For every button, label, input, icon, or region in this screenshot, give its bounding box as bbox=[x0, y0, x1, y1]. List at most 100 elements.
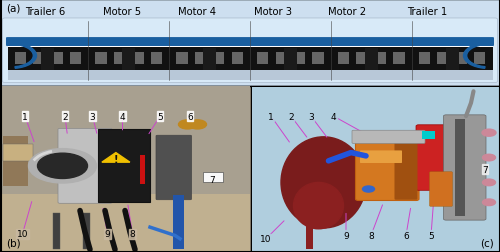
FancyBboxPatch shape bbox=[446, 48, 458, 70]
FancyBboxPatch shape bbox=[422, 132, 434, 140]
FancyBboxPatch shape bbox=[430, 172, 452, 207]
Text: 9: 9 bbox=[343, 231, 349, 240]
FancyBboxPatch shape bbox=[419, 53, 430, 65]
Text: (c): (c) bbox=[480, 237, 494, 247]
Text: 10: 10 bbox=[17, 229, 28, 238]
FancyBboxPatch shape bbox=[251, 87, 500, 252]
Text: !: ! bbox=[114, 154, 118, 165]
FancyBboxPatch shape bbox=[70, 53, 81, 65]
FancyBboxPatch shape bbox=[203, 48, 216, 70]
Circle shape bbox=[482, 199, 496, 206]
Text: Motor 5: Motor 5 bbox=[104, 7, 142, 17]
Circle shape bbox=[178, 120, 196, 130]
Text: 2: 2 bbox=[288, 112, 294, 121]
FancyBboxPatch shape bbox=[52, 213, 60, 249]
Text: Motor 4: Motor 4 bbox=[178, 7, 216, 17]
FancyBboxPatch shape bbox=[98, 130, 150, 203]
Text: 2: 2 bbox=[62, 112, 68, 121]
FancyBboxPatch shape bbox=[455, 120, 465, 216]
FancyBboxPatch shape bbox=[356, 53, 368, 65]
FancyBboxPatch shape bbox=[82, 213, 90, 249]
FancyBboxPatch shape bbox=[194, 53, 206, 65]
Text: 4: 4 bbox=[120, 112, 126, 121]
FancyBboxPatch shape bbox=[96, 53, 107, 65]
Text: Trailer 6: Trailer 6 bbox=[25, 7, 65, 17]
FancyBboxPatch shape bbox=[252, 87, 499, 251]
FancyBboxPatch shape bbox=[444, 115, 486, 220]
Text: 3: 3 bbox=[90, 112, 96, 121]
FancyBboxPatch shape bbox=[2, 145, 32, 161]
FancyBboxPatch shape bbox=[0, 0, 500, 87]
Text: 3: 3 bbox=[308, 112, 314, 121]
FancyBboxPatch shape bbox=[42, 48, 54, 70]
Text: 10: 10 bbox=[260, 234, 272, 243]
FancyBboxPatch shape bbox=[150, 53, 162, 65]
FancyBboxPatch shape bbox=[437, 53, 448, 65]
FancyBboxPatch shape bbox=[172, 195, 184, 249]
Text: Trailer 1: Trailer 1 bbox=[408, 7, 448, 17]
FancyBboxPatch shape bbox=[140, 155, 144, 184]
FancyBboxPatch shape bbox=[14, 53, 26, 65]
FancyBboxPatch shape bbox=[338, 53, 349, 65]
FancyBboxPatch shape bbox=[0, 87, 251, 252]
FancyBboxPatch shape bbox=[365, 48, 378, 70]
FancyBboxPatch shape bbox=[8, 70, 492, 81]
Text: 6: 6 bbox=[403, 231, 409, 240]
Text: 9: 9 bbox=[104, 229, 110, 238]
FancyBboxPatch shape bbox=[360, 151, 402, 163]
FancyBboxPatch shape bbox=[312, 53, 324, 65]
Polygon shape bbox=[102, 153, 130, 163]
Circle shape bbox=[482, 179, 496, 186]
Circle shape bbox=[28, 149, 96, 183]
FancyBboxPatch shape bbox=[294, 53, 306, 65]
Text: 5: 5 bbox=[428, 231, 434, 240]
FancyBboxPatch shape bbox=[8, 46, 492, 48]
FancyBboxPatch shape bbox=[394, 139, 417, 200]
FancyBboxPatch shape bbox=[306, 220, 313, 249]
FancyBboxPatch shape bbox=[284, 48, 297, 70]
Ellipse shape bbox=[314, 140, 344, 166]
FancyBboxPatch shape bbox=[276, 53, 287, 65]
FancyBboxPatch shape bbox=[352, 131, 425, 144]
FancyBboxPatch shape bbox=[213, 53, 224, 65]
Text: 7: 7 bbox=[482, 165, 488, 174]
Circle shape bbox=[362, 186, 374, 192]
Ellipse shape bbox=[281, 137, 366, 228]
FancyBboxPatch shape bbox=[1, 194, 250, 251]
FancyBboxPatch shape bbox=[132, 53, 143, 65]
Text: Motor 3: Motor 3 bbox=[254, 7, 292, 17]
Text: 1: 1 bbox=[268, 112, 274, 121]
FancyBboxPatch shape bbox=[176, 53, 188, 65]
Circle shape bbox=[482, 155, 496, 161]
Text: Motor 2: Motor 2 bbox=[328, 7, 366, 17]
Circle shape bbox=[482, 130, 496, 137]
FancyBboxPatch shape bbox=[33, 53, 44, 65]
Circle shape bbox=[38, 153, 88, 179]
FancyBboxPatch shape bbox=[232, 53, 243, 65]
Circle shape bbox=[188, 120, 206, 130]
Wedge shape bbox=[15, 44, 36, 69]
FancyBboxPatch shape bbox=[202, 173, 222, 183]
FancyBboxPatch shape bbox=[6, 38, 494, 47]
Text: (a): (a) bbox=[6, 4, 20, 14]
Text: 4: 4 bbox=[330, 112, 336, 121]
FancyBboxPatch shape bbox=[474, 53, 486, 65]
Ellipse shape bbox=[294, 183, 344, 229]
Text: 6: 6 bbox=[187, 112, 193, 121]
FancyBboxPatch shape bbox=[156, 136, 192, 200]
Wedge shape bbox=[464, 44, 485, 69]
FancyBboxPatch shape bbox=[114, 53, 125, 65]
Text: 8: 8 bbox=[368, 231, 374, 240]
Text: 7: 7 bbox=[210, 175, 216, 184]
FancyBboxPatch shape bbox=[393, 53, 404, 65]
FancyBboxPatch shape bbox=[58, 129, 112, 204]
FancyBboxPatch shape bbox=[375, 53, 386, 65]
FancyBboxPatch shape bbox=[2, 19, 498, 83]
FancyBboxPatch shape bbox=[122, 48, 135, 70]
FancyBboxPatch shape bbox=[52, 53, 63, 65]
FancyBboxPatch shape bbox=[456, 53, 467, 65]
FancyBboxPatch shape bbox=[356, 138, 419, 201]
FancyBboxPatch shape bbox=[1, 87, 250, 194]
FancyBboxPatch shape bbox=[257, 53, 268, 65]
Text: 5: 5 bbox=[157, 112, 163, 121]
